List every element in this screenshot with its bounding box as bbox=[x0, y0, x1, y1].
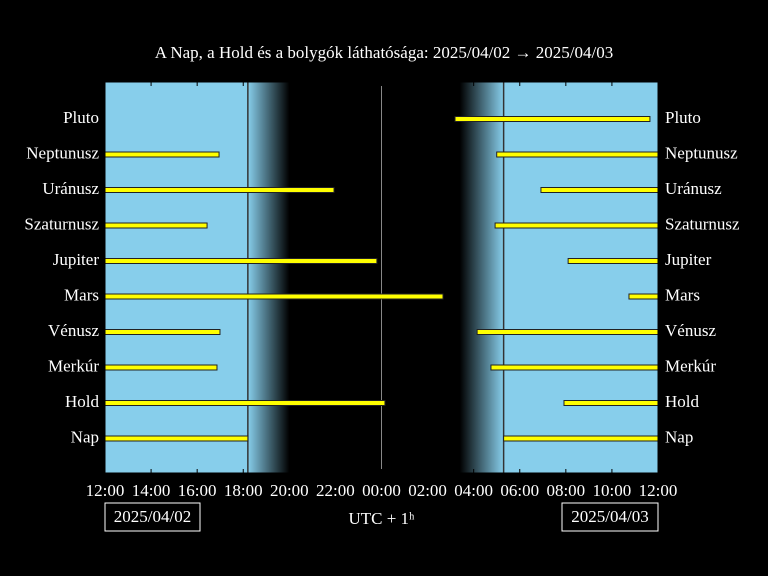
right-label: Merkúr bbox=[665, 356, 716, 375]
visibility-bar bbox=[490, 364, 659, 371]
visibility-bar bbox=[628, 293, 659, 300]
x-tick-label: 20:00 bbox=[270, 481, 309, 500]
date-start: 2025/04/02 bbox=[114, 507, 191, 526]
date-end: 2025/04/03 bbox=[571, 507, 648, 526]
x-tick-label: 14:00 bbox=[132, 481, 171, 500]
x-tick-label: 10:00 bbox=[593, 481, 632, 500]
night-sky bbox=[289, 82, 460, 473]
date-box bbox=[561, 502, 659, 532]
visibility-bar bbox=[104, 435, 249, 442]
x-tick-label: 16:00 bbox=[178, 481, 217, 500]
left-label: Pluto bbox=[63, 108, 99, 127]
right-label: Hold bbox=[665, 392, 700, 411]
right-label: Neptunusz bbox=[665, 143, 738, 162]
right-label: Szaturnusz bbox=[665, 214, 740, 233]
visibility-bar bbox=[104, 364, 218, 371]
left-label: Merkúr bbox=[48, 356, 99, 375]
x-tick-label: 04:00 bbox=[454, 481, 493, 500]
left-label: Szaturnusz bbox=[24, 214, 99, 233]
visibility-bar bbox=[496, 151, 659, 158]
right-label: Uránusz bbox=[665, 179, 722, 198]
visibility-bar bbox=[104, 151, 220, 158]
left-label: Jupiter bbox=[53, 250, 100, 269]
x-tick-label: 02:00 bbox=[408, 481, 447, 500]
right-label: Pluto bbox=[665, 108, 701, 127]
visibility-bar bbox=[503, 435, 659, 442]
visibility-bar bbox=[104, 293, 444, 300]
right-label: Nap bbox=[665, 427, 693, 446]
left-label: Uránusz bbox=[42, 179, 99, 198]
dusk bbox=[247, 82, 290, 473]
visibility-bar bbox=[104, 400, 386, 406]
x-tick-label: 00:00 bbox=[362, 481, 401, 500]
right-label: Vénusz bbox=[665, 321, 716, 340]
visibility-bar bbox=[104, 187, 335, 193]
visibility-bar bbox=[454, 116, 651, 122]
visibility-bar bbox=[104, 222, 208, 229]
x-axis-label: UTC + 1ʰ bbox=[348, 509, 415, 528]
visibility-bar bbox=[494, 222, 659, 229]
date-box bbox=[104, 502, 201, 532]
x-tick-label: 08:00 bbox=[546, 481, 585, 500]
left-label: Mars bbox=[64, 285, 99, 304]
visibility-bar bbox=[104, 258, 378, 264]
right-label: Mars bbox=[665, 285, 700, 304]
left-label: Hold bbox=[65, 392, 100, 411]
visibility-bar bbox=[540, 187, 659, 193]
left-label: Neptunusz bbox=[26, 143, 99, 162]
x-tick-label: 22:00 bbox=[316, 481, 355, 500]
dawn bbox=[459, 82, 504, 473]
day-sky bbox=[105, 82, 248, 473]
left-label: Nap bbox=[71, 427, 99, 446]
x-tick-label: 12:00 bbox=[86, 481, 125, 500]
x-tick-label: 06:00 bbox=[500, 481, 539, 500]
visibility-bar bbox=[567, 258, 659, 264]
right-label: Jupiter bbox=[665, 250, 712, 269]
chart-title: A Nap, a Hold és a bolygók láthatósága: … bbox=[155, 43, 613, 62]
x-tick-label: 18:00 bbox=[224, 481, 263, 500]
visibility-bar bbox=[563, 400, 659, 406]
visibility-bar bbox=[476, 329, 659, 335]
x-tick-label: 12:00 bbox=[639, 481, 678, 500]
day-sky bbox=[503, 82, 658, 473]
visibility-bar bbox=[104, 329, 221, 335]
left-label: Vénusz bbox=[48, 321, 99, 340]
